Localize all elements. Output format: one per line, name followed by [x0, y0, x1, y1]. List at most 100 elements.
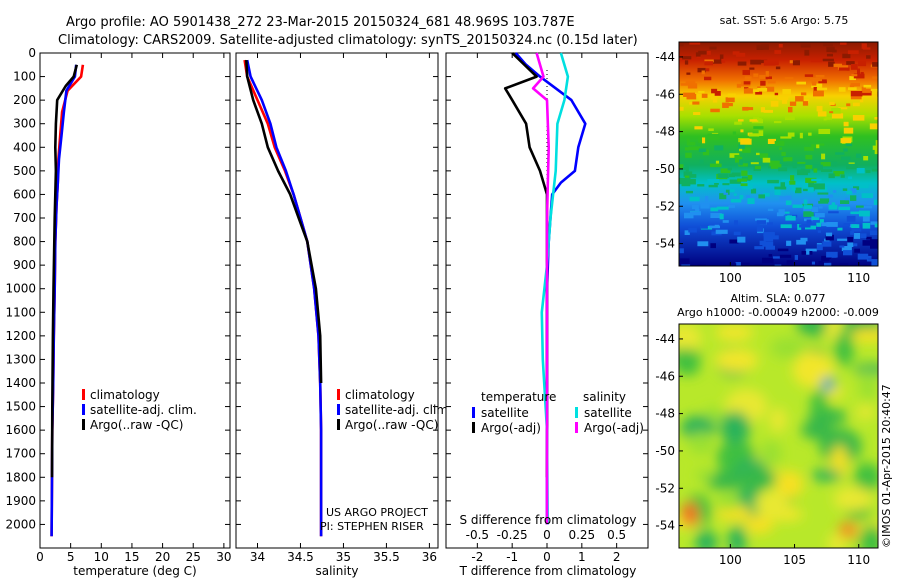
sst-speckle — [838, 87, 846, 92]
sst-speckle — [708, 184, 718, 188]
sst-speckle — [823, 42, 833, 47]
legend-label: satellite — [481, 406, 529, 420]
sst-speckle — [853, 73, 865, 79]
sst-speckle — [818, 261, 824, 266]
sst-speckle — [686, 141, 696, 146]
sst-map-axes: -44 -46 -48 -50 -52 -54 100 105 110 — [655, 50, 870, 285]
depth-tick-label: 0 — [28, 46, 36, 60]
sst-speckle — [811, 178, 822, 182]
sst-speckle — [786, 260, 794, 265]
sst-speckle — [740, 138, 752, 145]
sst-speckle — [683, 171, 693, 177]
temperature-axes-frame — [39, 52, 231, 549]
sst-speckle — [778, 96, 789, 100]
sst-speckle — [797, 161, 806, 164]
sst-speckle — [862, 42, 869, 45]
sst-speckle — [822, 79, 827, 83]
difference-series — [503, 52, 587, 525]
sst-speckle — [774, 141, 785, 146]
depth-tick-label: 1300 — [5, 352, 36, 366]
sst-speckle — [746, 195, 751, 199]
legend-label: Argo(-adj) — [584, 421, 644, 435]
sst-speckle — [821, 222, 834, 227]
imos-credit: ©IMOS 01-Apr-2015 20:40:47 — [880, 384, 893, 548]
sla-blob — [856, 405, 875, 420]
sst-speckle — [747, 198, 755, 204]
depth-tick-label: 900 — [13, 258, 36, 272]
sst-speckle — [737, 178, 748, 182]
difference-panel: -2 -1 0 1 2 -0.5 -0.25 0 0.25 0.5 temperature sali… — [445, 52, 649, 578]
sst-speckle — [795, 96, 804, 102]
sst-speckle — [763, 236, 774, 242]
depth-tick-label: 700 — [13, 211, 36, 225]
temperature-x-tick-label: 30 — [216, 550, 231, 564]
sst-speckle — [802, 183, 808, 189]
sst-speckle — [842, 188, 848, 191]
salinity-x-tick-label: 35 — [336, 550, 351, 564]
sst-speckle — [730, 199, 742, 203]
sst-speckle — [789, 60, 796, 64]
sst-speckle — [863, 84, 872, 88]
sst-speckle — [809, 77, 821, 80]
sst-speckle — [684, 147, 690, 151]
sst-speckle — [819, 219, 824, 224]
sst-speckle — [788, 106, 793, 113]
sst-speckle — [842, 53, 851, 59]
sst-speckle — [744, 180, 749, 185]
s-difference-tick-label: 0.5 — [607, 528, 626, 542]
sst-speckle — [765, 245, 775, 250]
sst-speckle — [852, 102, 860, 107]
s-difference-tick-label: -0.5 — [466, 528, 489, 542]
sst-speckle — [787, 132, 795, 137]
sst-speckle — [805, 154, 813, 160]
sst-speckle — [866, 259, 878, 262]
sst-speckle — [758, 130, 764, 136]
sst-speckle — [758, 194, 765, 199]
sst-speckle — [810, 60, 822, 63]
sla-blob-low — [821, 377, 835, 391]
sst-speckle — [735, 262, 741, 266]
sst-speckle — [679, 43, 684, 47]
sst-map-frame — [678, 41, 879, 267]
sst-speckle — [824, 262, 832, 266]
map-lat-label: -46 — [655, 369, 675, 383]
sst-speckle — [804, 49, 810, 56]
sst-speckle — [878, 265, 885, 269]
map-lat-label: -54 — [655, 237, 675, 251]
sst-speckle — [753, 73, 759, 77]
sst-speckle — [684, 212, 694, 219]
sst-speckle — [829, 101, 835, 106]
sst-speckle — [850, 90, 863, 97]
sst-speckle — [770, 235, 779, 240]
sst-speckle — [741, 170, 748, 176]
sst-speckle — [774, 121, 782, 124]
sst-speckle — [839, 245, 845, 248]
sst-speckle — [815, 95, 821, 99]
sst-speckle — [766, 86, 775, 92]
legend-swatch — [82, 389, 85, 400]
sla-blob — [688, 432, 714, 455]
sst-speckle — [850, 188, 857, 194]
sst-speckle — [760, 80, 766, 86]
salinity-axes-frame — [235, 52, 439, 549]
sst-speckle — [699, 159, 704, 165]
sst-speckle — [736, 52, 746, 57]
sst-speckle — [811, 83, 823, 88]
sst-speckle — [850, 96, 862, 100]
sst-speckle — [743, 88, 753, 94]
sst-speckle — [680, 258, 690, 265]
sst-speckle — [757, 88, 768, 92]
sla-blob — [801, 420, 833, 440]
sst-speckle — [811, 261, 815, 265]
sst-speckle — [811, 216, 820, 220]
project-credit: US ARGO PROJECT — [326, 506, 428, 519]
map-lat-label: -46 — [655, 87, 675, 101]
sst-map-title: sat. SST: 5.6 Argo: 5.75 — [720, 14, 849, 27]
map-lon-label: 105 — [783, 553, 806, 567]
sst-speckle — [843, 250, 853, 256]
sst-speckle — [858, 253, 867, 257]
sst-speckle — [838, 107, 848, 110]
sst-speckle — [818, 128, 831, 134]
sst-speckle — [686, 72, 691, 75]
